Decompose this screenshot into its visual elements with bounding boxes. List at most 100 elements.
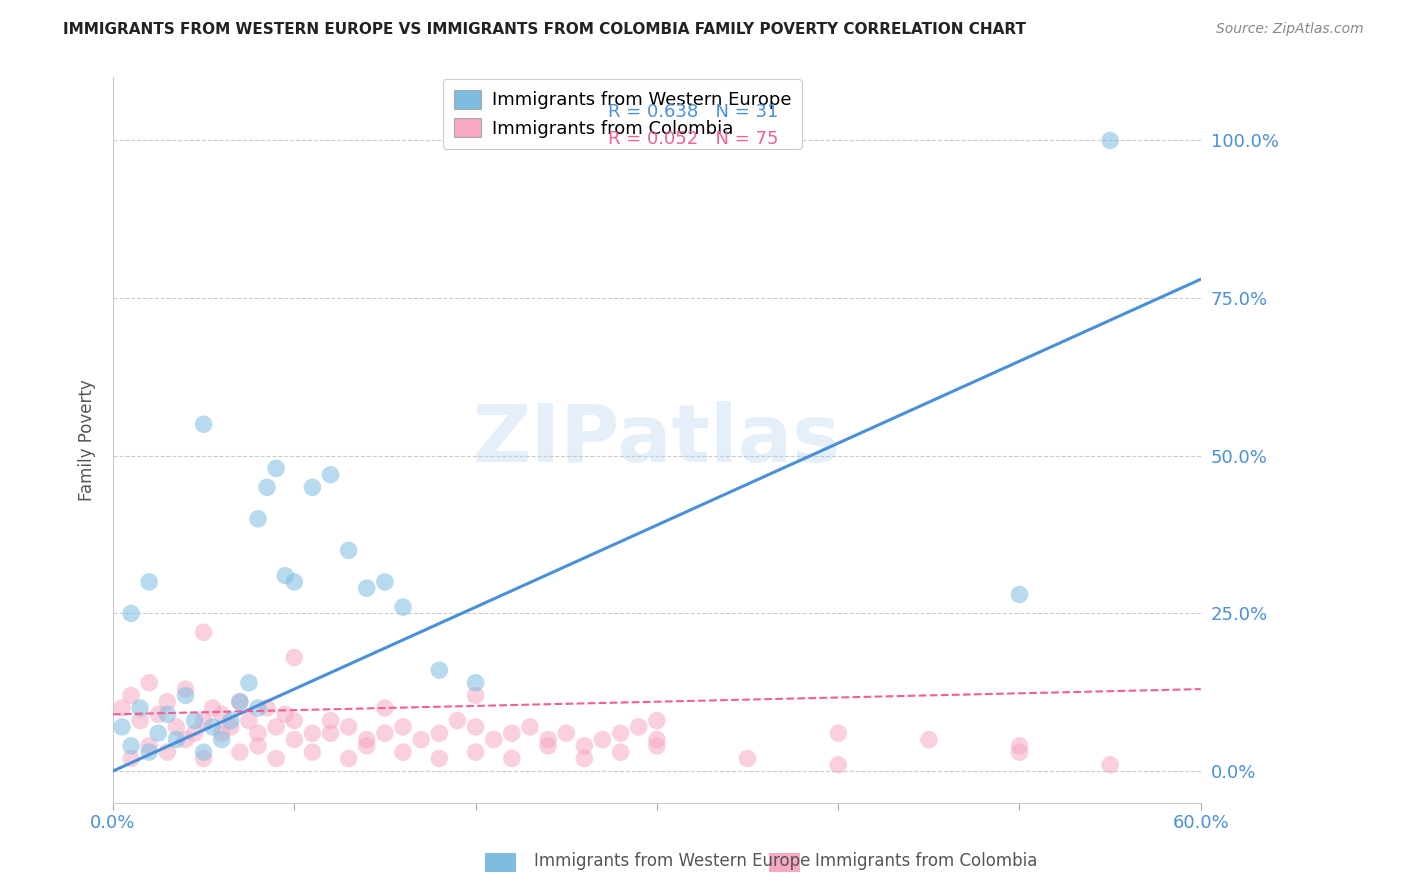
Y-axis label: Family Poverty: Family Poverty <box>79 379 96 501</box>
Point <box>148 726 170 740</box>
Point <box>174 689 197 703</box>
Legend: Immigrants from Western Europe, Immigrants from Colombia: Immigrants from Western Europe, Immigran… <box>443 79 801 149</box>
Point <box>156 745 179 759</box>
Point <box>283 714 305 728</box>
Point <box>138 739 160 753</box>
Point <box>120 739 142 753</box>
Point <box>645 739 668 753</box>
Text: ZIPatlas: ZIPatlas <box>472 401 841 479</box>
Point <box>1099 134 1122 148</box>
Point <box>156 707 179 722</box>
Point <box>356 581 378 595</box>
Point <box>374 574 396 589</box>
Point <box>356 732 378 747</box>
Point <box>219 720 242 734</box>
Point <box>464 675 486 690</box>
Point <box>645 732 668 747</box>
Point <box>246 701 269 715</box>
Point <box>337 543 360 558</box>
Point <box>238 714 260 728</box>
Text: R = 0.052   N = 75: R = 0.052 N = 75 <box>607 129 779 148</box>
Point <box>609 726 631 740</box>
Point <box>183 726 205 740</box>
Point <box>427 663 450 677</box>
Text: R = 0.638   N = 31: R = 0.638 N = 31 <box>607 103 779 120</box>
Point <box>501 751 523 765</box>
Point <box>1008 739 1031 753</box>
Point <box>229 695 252 709</box>
Point <box>411 732 433 747</box>
Point <box>111 720 134 734</box>
Point <box>337 720 360 734</box>
Point <box>274 568 297 582</box>
Point <box>501 726 523 740</box>
Point <box>392 600 415 615</box>
Point <box>555 726 578 740</box>
Point <box>1099 757 1122 772</box>
Point <box>519 720 541 734</box>
Point <box>482 732 505 747</box>
Point <box>238 675 260 690</box>
Point <box>174 682 197 697</box>
Point <box>446 714 468 728</box>
Point <box>111 701 134 715</box>
Point <box>464 745 486 759</box>
Point <box>537 739 560 753</box>
Text: Immigrants from Colombia: Immigrants from Colombia <box>815 852 1038 870</box>
Point <box>392 720 415 734</box>
Point <box>120 689 142 703</box>
Point <box>165 720 187 734</box>
Point <box>165 732 187 747</box>
Point <box>337 751 360 765</box>
Point <box>211 707 233 722</box>
Point <box>120 607 142 621</box>
Point <box>283 650 305 665</box>
Point <box>201 720 224 734</box>
Point <box>129 701 152 715</box>
Point <box>256 701 278 715</box>
Point <box>1008 587 1031 601</box>
Point <box>283 732 305 747</box>
Point <box>374 726 396 740</box>
Point <box>392 745 415 759</box>
Point <box>301 480 323 494</box>
Point <box>138 675 160 690</box>
Point <box>464 689 486 703</box>
Point <box>319 467 342 482</box>
Point <box>283 574 305 589</box>
Point <box>319 714 342 728</box>
Point <box>737 751 759 765</box>
Point <box>574 739 596 753</box>
Point <box>1008 745 1031 759</box>
Point <box>301 726 323 740</box>
Point <box>211 726 233 740</box>
Text: Source: ZipAtlas.com: Source: ZipAtlas.com <box>1216 22 1364 37</box>
Point <box>201 701 224 715</box>
Point <box>193 751 215 765</box>
Point <box>211 732 233 747</box>
Point <box>183 714 205 728</box>
Point <box>537 732 560 747</box>
Point <box>827 726 849 740</box>
Point <box>264 751 287 765</box>
Point <box>193 625 215 640</box>
Point <box>138 574 160 589</box>
Text: Immigrants from Western Europe: Immigrants from Western Europe <box>534 852 811 870</box>
Point <box>120 751 142 765</box>
Point <box>229 745 252 759</box>
Point <box>464 720 486 734</box>
Point <box>229 695 252 709</box>
Point <box>264 720 287 734</box>
Point <box>138 745 160 759</box>
Point <box>148 707 170 722</box>
Point <box>319 726 342 740</box>
Point <box>246 739 269 753</box>
Point <box>592 732 614 747</box>
Point <box>356 739 378 753</box>
Point <box>274 707 297 722</box>
Point <box>246 726 269 740</box>
Point <box>827 757 849 772</box>
Text: IMMIGRANTS FROM WESTERN EUROPE VS IMMIGRANTS FROM COLOMBIA FAMILY POVERTY CORREL: IMMIGRANTS FROM WESTERN EUROPE VS IMMIGR… <box>63 22 1026 37</box>
Point <box>219 714 242 728</box>
Point <box>246 512 269 526</box>
